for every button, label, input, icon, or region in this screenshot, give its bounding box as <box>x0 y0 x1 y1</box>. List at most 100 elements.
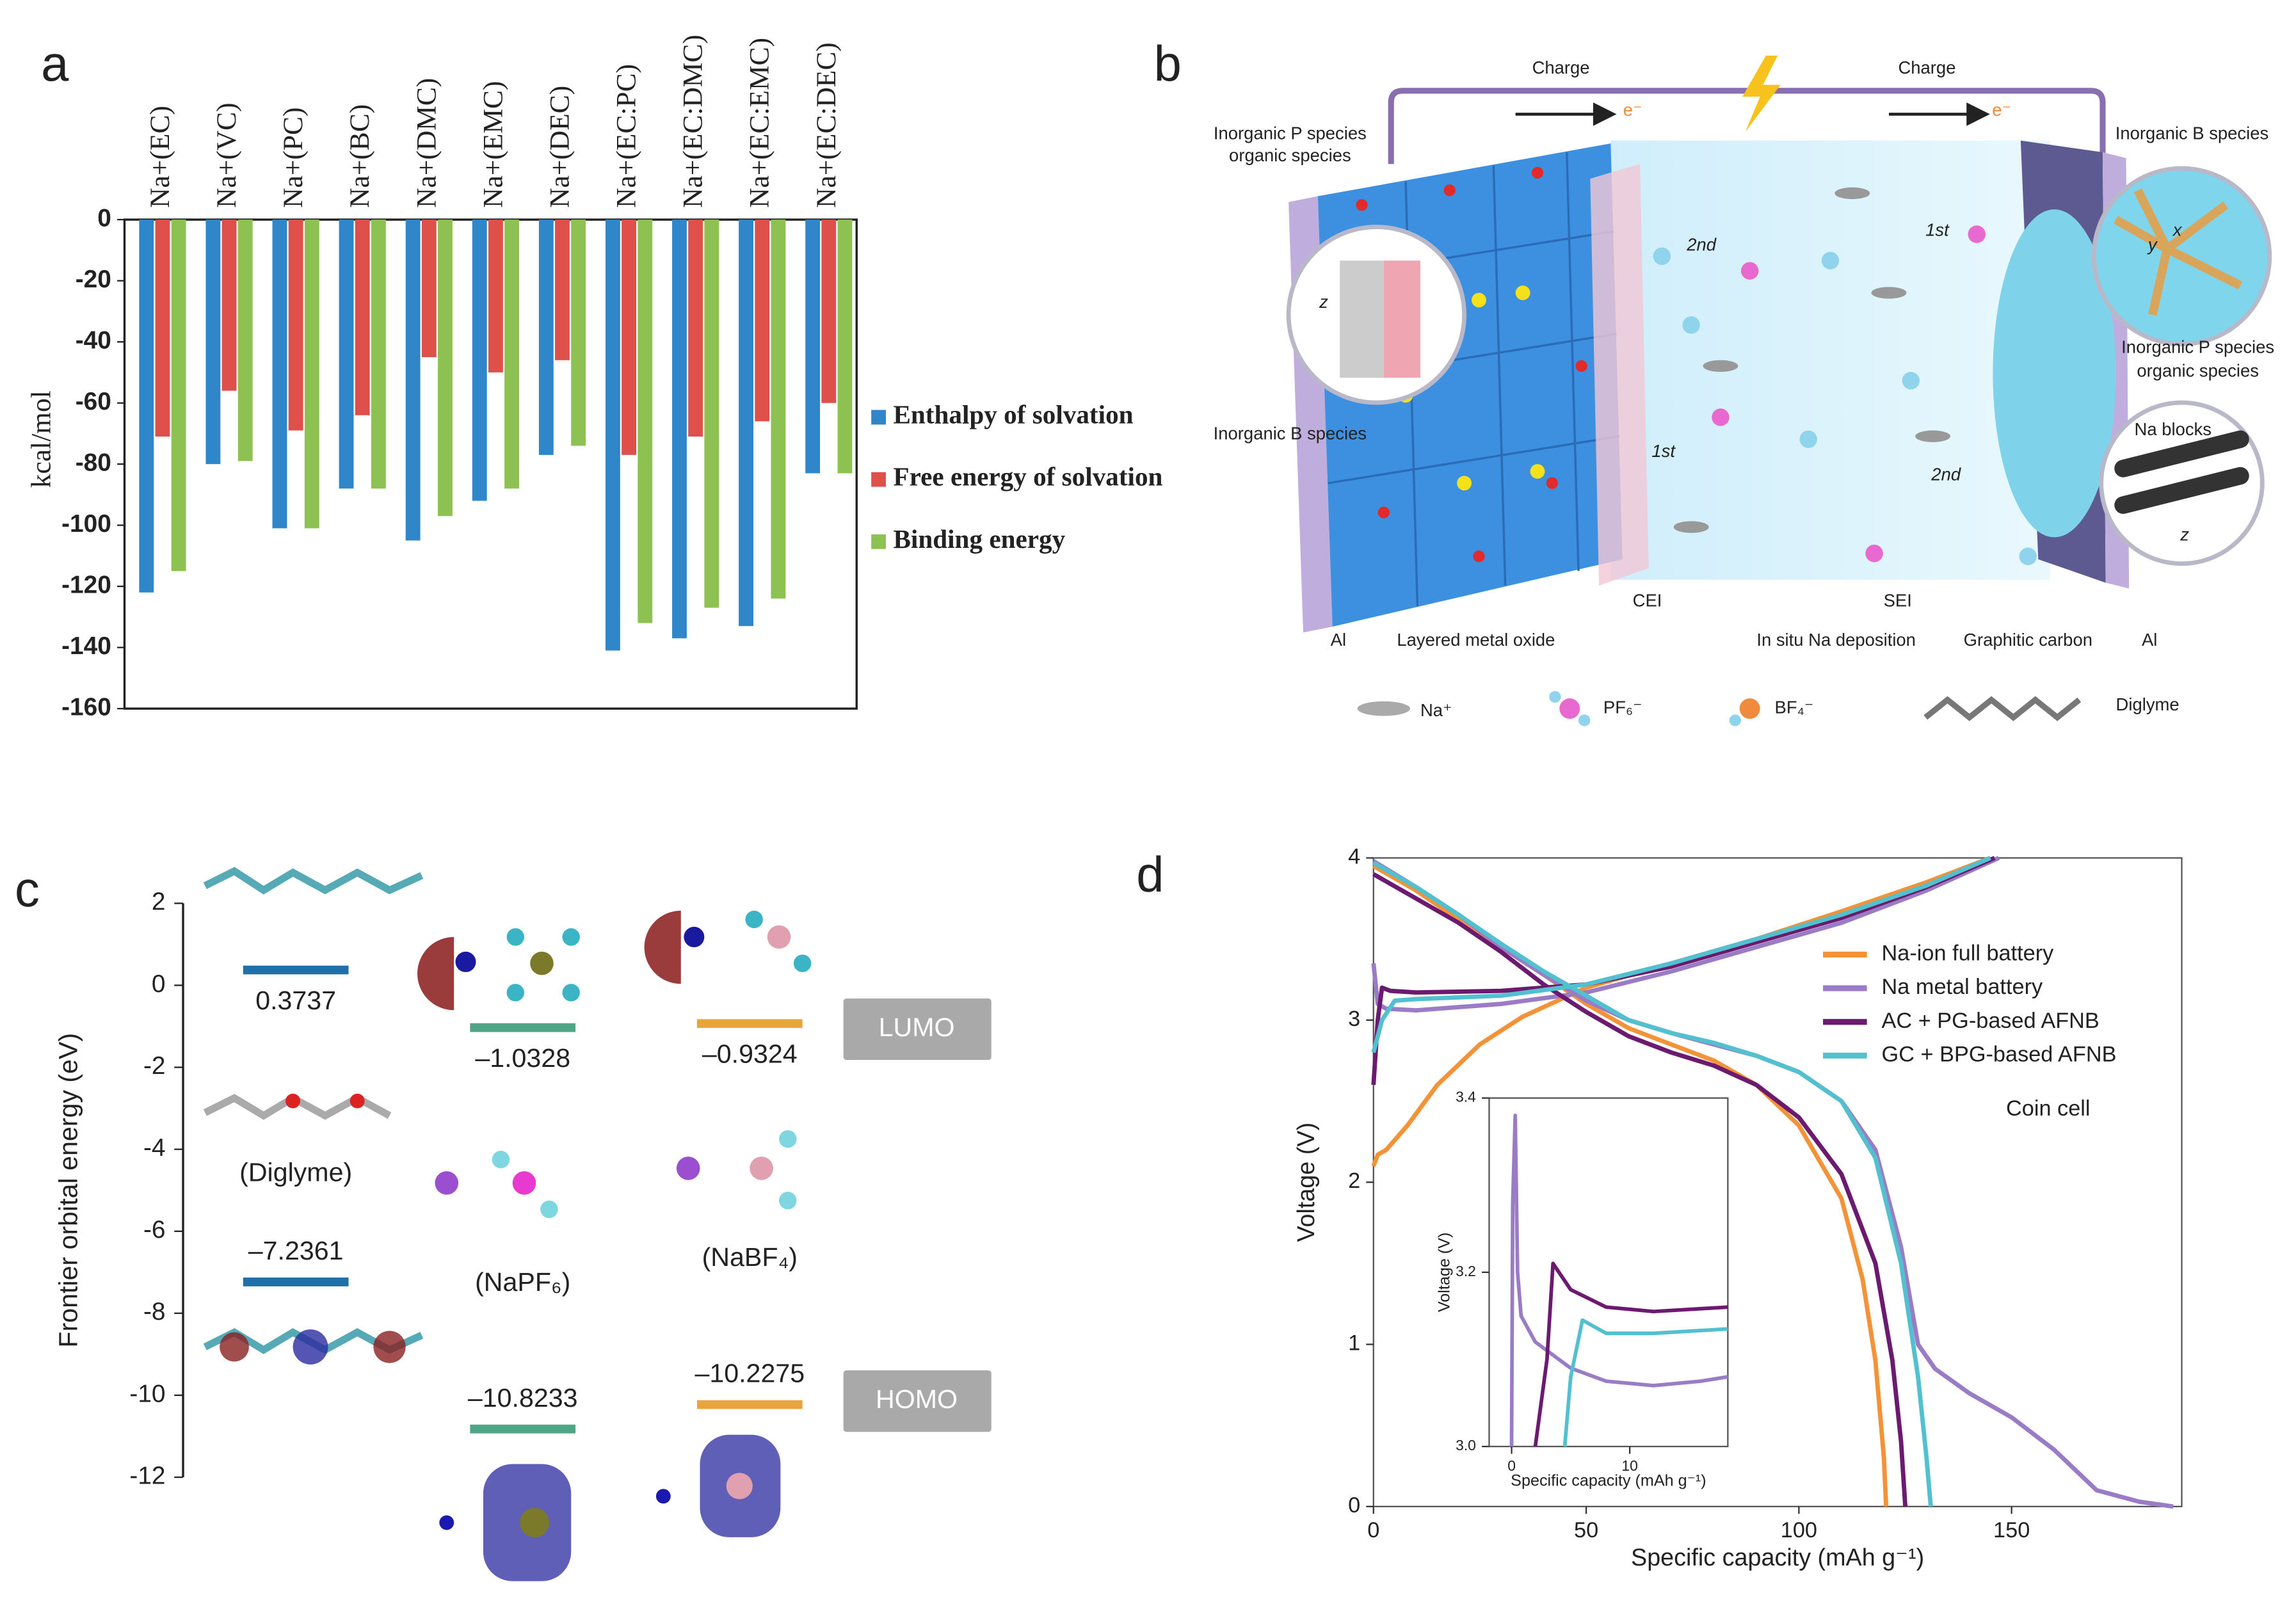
label: z <box>2180 524 2189 544</box>
value-label: –1.0328 <box>475 1043 570 1073</box>
y-axis-label: Voltage (V) <box>1292 1123 1319 1242</box>
category-label: Na+(VC) <box>211 102 242 207</box>
bar <box>688 220 703 437</box>
cei <box>1590 164 1649 586</box>
sei <box>1993 209 2116 538</box>
bar <box>837 220 853 474</box>
y-tick-label: 3.4 <box>1456 1089 1476 1105</box>
bar <box>288 220 303 431</box>
label: Layered metal oxide <box>1397 630 1555 650</box>
x-tick-label: 150 <box>1993 1518 2030 1542</box>
label: Na blocks <box>2135 419 2212 439</box>
label: Charge <box>1532 58 1590 77</box>
legend-label: Binding energy <box>893 524 1065 554</box>
category-label: Na+(EC:PC) <box>611 64 642 208</box>
panel-label: b <box>1154 36 1182 92</box>
legend-label: Na metal battery <box>1882 975 2043 999</box>
panel-label: d <box>1136 847 1164 902</box>
label: CEI <box>1633 590 1662 610</box>
panel-label: a <box>41 36 69 92</box>
legend-label: AC + PG-based AFNB <box>1882 1009 2099 1033</box>
curve <box>1371 856 2000 1013</box>
label: Inorganic B species <box>1214 424 1367 444</box>
y-axis-label: Frontier orbital energy (eV) <box>54 1033 83 1348</box>
legend-swatch <box>871 534 887 549</box>
bar <box>339 220 354 489</box>
curve <box>1371 856 1996 1085</box>
layer <box>1340 260 1384 378</box>
y-tick-label: 0 <box>97 204 111 232</box>
curve <box>1533 1261 1728 1447</box>
y-tick-label: 3.2 <box>1456 1263 1476 1279</box>
label: Graphitic carbon <box>1964 630 2092 650</box>
category-label: Na+(EC) <box>145 106 175 208</box>
y-tick-label: 0 <box>152 970 166 998</box>
curve <box>1371 856 1991 1053</box>
legend-label: GC + BPG-based AFNB <box>1882 1042 2117 1066</box>
bar <box>221 220 237 391</box>
label: Al <box>2142 630 2157 650</box>
y-tick-label: 3.0 <box>1456 1437 1476 1453</box>
label: 1st <box>1925 220 1950 240</box>
y-tick-label: -6 <box>143 1216 166 1244</box>
value-label: –0.9324 <box>702 1039 798 1068</box>
layer <box>1383 260 1420 378</box>
y-tick-label: -140 <box>61 632 111 660</box>
legend-label: PF₆⁻ <box>1603 697 1642 717</box>
x-axis-label: Specific capacity (mAh g⁻¹) <box>1511 1472 1706 1490</box>
annotation: Coin cell <box>2006 1096 2091 1121</box>
y-tick-label: 2 <box>1348 1169 1360 1193</box>
y-tick-label: 2 <box>152 888 166 916</box>
y-tick-label: -120 <box>61 571 111 598</box>
x-tick-label: 50 <box>1574 1518 1598 1542</box>
bar <box>704 220 719 608</box>
category-label: Na+(EC:DEC) <box>811 42 842 208</box>
legend-swatch <box>871 472 887 487</box>
bar <box>638 220 653 623</box>
level-name: LUMO <box>879 1013 955 1042</box>
bar <box>405 220 421 541</box>
diagram-labels: Charge Charge e⁻ e⁻ Inorganic P species … <box>1214 58 2274 720</box>
level-name: HOMO <box>876 1384 958 1414</box>
y-tick-label: -10 <box>129 1380 165 1407</box>
category-label: Na+(BC) <box>344 104 375 208</box>
legend-label: Diglyme <box>2116 694 2180 714</box>
bar <box>355 220 370 415</box>
label: e⁻ <box>1623 100 1642 120</box>
value-label: –10.2275 <box>694 1359 805 1388</box>
bar <box>237 220 253 461</box>
y-tick-label: -4 <box>143 1134 166 1162</box>
value-label: 0.3737 <box>255 986 336 1015</box>
label: Inorganic B species <box>2115 124 2268 143</box>
y-tick-label: -20 <box>76 266 111 293</box>
y-tick-label: -12 <box>129 1462 165 1489</box>
bar <box>205 220 221 465</box>
legend-label: Free energy of solvation <box>893 462 1162 492</box>
bar <box>504 220 520 489</box>
category-label: (NaBF₄) <box>702 1242 798 1272</box>
y-tick-label: -60 <box>76 388 111 415</box>
bar <box>622 220 637 455</box>
legend-label: Na-ion full battery <box>1882 941 2055 966</box>
value-label: –10.8233 <box>468 1383 578 1413</box>
label: y <box>2147 235 2158 255</box>
network <box>2114 188 2243 316</box>
na-block <box>2114 430 2249 477</box>
bar <box>771 220 786 599</box>
legend-label: Na⁺ <box>1420 700 1452 720</box>
y-tick-label: -8 <box>143 1298 166 1325</box>
bar <box>739 220 754 627</box>
label: 2nd <box>1686 235 1717 255</box>
curve <box>1371 856 1991 1167</box>
category-label: Na+(EC:EMC) <box>744 38 775 208</box>
atoms <box>1356 166 1587 563</box>
x-tick-label: 0 <box>1507 1457 1516 1474</box>
label: Inorganic P species <box>1214 124 1367 143</box>
legend-icons <box>1357 691 2082 726</box>
level-box <box>843 998 991 1061</box>
ions <box>1653 187 2037 565</box>
electrolyte <box>1610 140 2050 580</box>
bar <box>755 220 770 422</box>
bar <box>371 220 386 489</box>
bar <box>821 220 837 403</box>
